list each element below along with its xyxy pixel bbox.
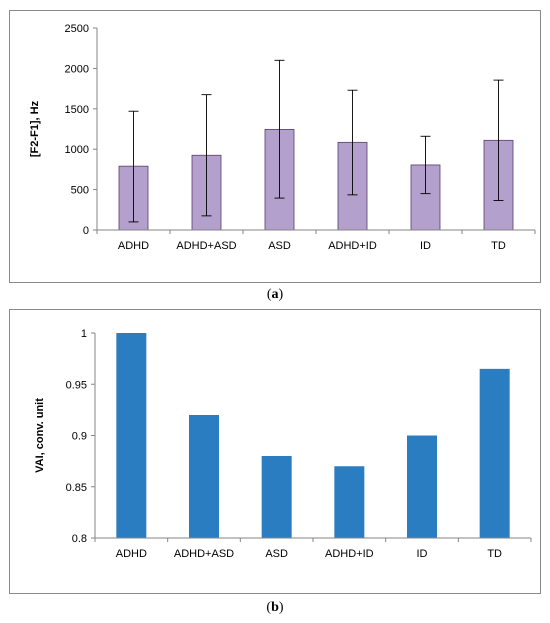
- y-tick-label: 0: [83, 225, 89, 237]
- caption-b: (b): [266, 600, 284, 615]
- x-tick-label: TD: [487, 548, 502, 560]
- y-tick-label: 2000: [65, 63, 89, 75]
- chart-panel-b: 0.8 0.85 0.9 0.95 1 ADHD ADHD+ASD ASD ADHD+ID ID T…: [9, 309, 541, 594]
- bar-adhd-plus-asd: [189, 415, 219, 538]
- y-tick-label: 0.8: [72, 533, 87, 545]
- y-tick-label: 0.85: [66, 482, 87, 494]
- chart-b-svg: 0.8 0.85 0.9 0.95 1 ADHD ADHD+ASD ASD ADHD+ID ID T…: [34, 328, 532, 560]
- bar-asd: [261, 456, 292, 538]
- bar-adhd: [116, 333, 147, 538]
- x-tick-label: ADHD+ASD: [176, 240, 236, 252]
- x-tick-label: ASD: [268, 240, 291, 252]
- y-tick-label: 0.9: [72, 431, 87, 443]
- y-tick-label: 0.95: [66, 379, 87, 391]
- y-tick-label: 1: [81, 328, 87, 340]
- chart-panel-a: 0 500 1000 1500 2000 2500 ADHD ADHD+ASD ASD ADHD+…: [9, 10, 541, 283]
- x-tick-label: ADHD+ID: [328, 240, 377, 252]
- y-tick-label: 1000: [65, 144, 89, 156]
- bar-td: [479, 368, 510, 538]
- y-tick-label: 2500: [65, 23, 89, 35]
- y-axis-title: VAI, conv. unit: [34, 398, 46, 473]
- caption-a: (a): [266, 287, 284, 302]
- x-tick-label: ASD: [265, 548, 288, 560]
- x-tick-label: TD: [491, 240, 506, 252]
- chart-a-svg: 0 500 1000 1500 2000 2500 ADHD ADHD+ASD ASD ADHD+…: [29, 23, 536, 252]
- x-tick-label: ADHD: [118, 240, 149, 252]
- x-tick-label: ADHD: [116, 548, 147, 560]
- x-tick-label: ADHD+ID: [325, 548, 374, 560]
- x-tick-label: ID: [420, 240, 431, 252]
- bar-id: [407, 435, 437, 538]
- y-tick-label: 1500: [65, 104, 89, 116]
- y-axis-title: [F2-F1], Hz: [29, 100, 41, 157]
- x-tick-label: ID: [417, 548, 428, 560]
- y-tick-label: 500: [71, 185, 89, 197]
- x-tick-label: ADHD+ASD: [174, 548, 234, 560]
- bar-adhd-plus-id: [334, 466, 365, 538]
